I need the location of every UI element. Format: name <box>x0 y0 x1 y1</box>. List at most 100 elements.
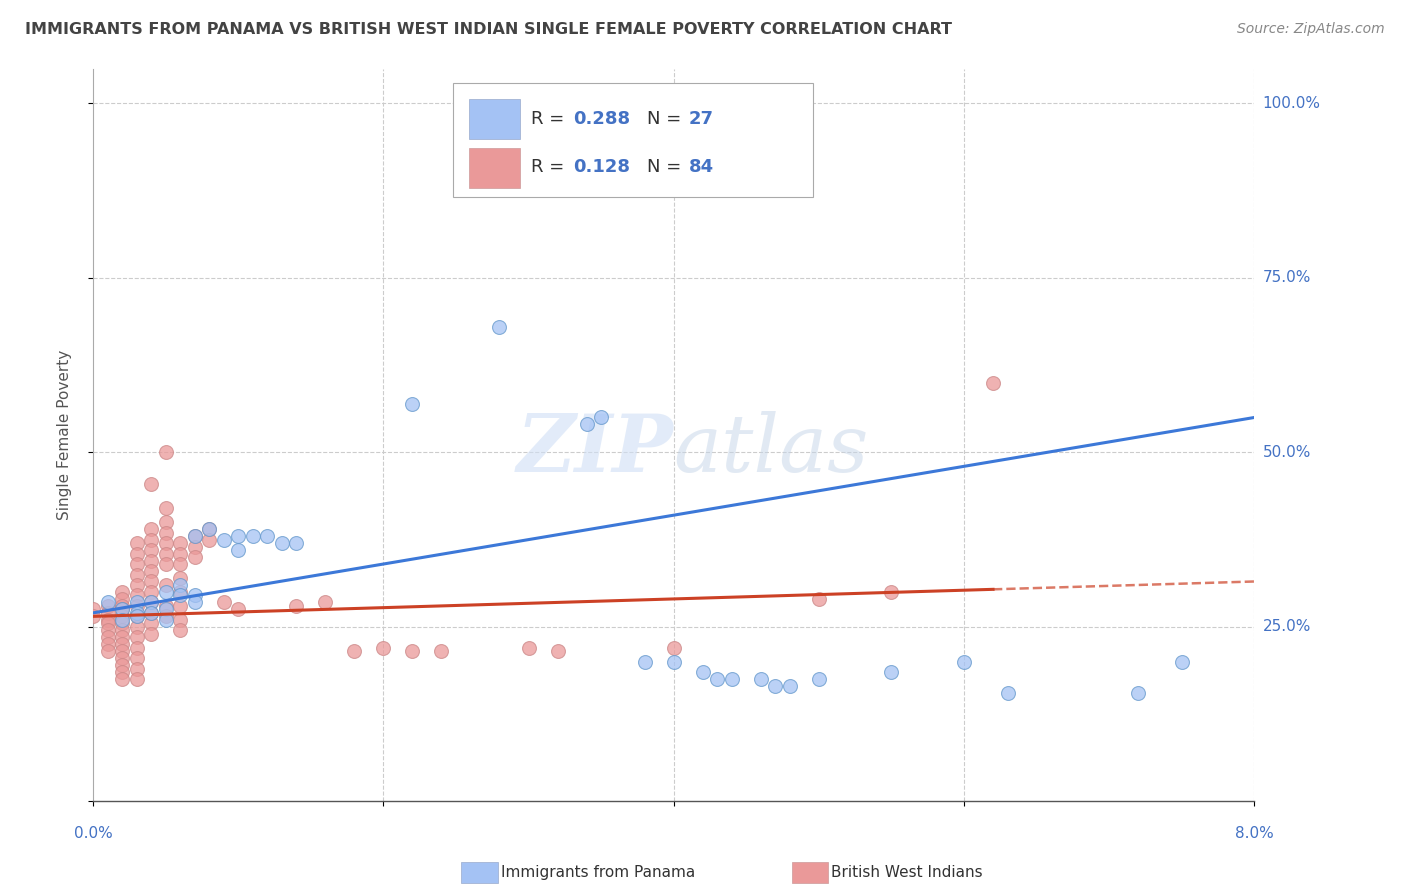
Text: 27: 27 <box>689 110 714 128</box>
Point <box>111 602 134 616</box>
Text: R =: R = <box>531 110 569 128</box>
Point <box>169 613 191 627</box>
Point <box>125 589 148 603</box>
Point <box>111 658 134 673</box>
Point <box>111 613 134 627</box>
Point <box>111 644 134 658</box>
Point <box>226 602 249 616</box>
Text: Source: ZipAtlas.com: Source: ZipAtlas.com <box>1237 22 1385 37</box>
Point <box>183 529 205 543</box>
Point <box>96 624 118 638</box>
Point <box>96 599 118 613</box>
Text: 0.0%: 0.0% <box>73 826 112 841</box>
Point <box>662 655 685 669</box>
Text: ZIP: ZIP <box>517 411 673 488</box>
Point <box>139 585 162 599</box>
Point <box>125 547 148 561</box>
Point <box>591 410 613 425</box>
Point <box>155 585 177 599</box>
Point <box>111 651 134 665</box>
Point <box>155 578 177 592</box>
Point <box>488 319 510 334</box>
Point <box>125 609 148 624</box>
FancyBboxPatch shape <box>470 99 520 139</box>
Point <box>212 595 235 609</box>
Point <box>749 672 772 686</box>
Point <box>111 616 134 631</box>
Point <box>285 599 308 613</box>
Text: IMMIGRANTS FROM PANAMA VS BRITISH WEST INDIAN SINGLE FEMALE POVERTY CORRELATION : IMMIGRANTS FROM PANAMA VS BRITISH WEST I… <box>25 22 952 37</box>
Point <box>139 616 162 631</box>
Point <box>343 644 366 658</box>
Point <box>125 662 148 676</box>
Point <box>401 644 423 658</box>
Point <box>198 533 221 547</box>
Point <box>125 557 148 571</box>
Point <box>169 557 191 571</box>
Text: 84: 84 <box>689 159 714 177</box>
Point <box>169 571 191 585</box>
Point <box>139 606 162 620</box>
Point <box>125 672 148 686</box>
Point <box>198 522 221 536</box>
Point <box>96 644 118 658</box>
Point <box>155 515 177 529</box>
Point <box>1128 686 1150 700</box>
Point <box>401 396 423 410</box>
Point <box>155 602 177 616</box>
Point <box>880 585 903 599</box>
Point <box>226 529 249 543</box>
Text: atlas: atlas <box>673 411 869 488</box>
Point <box>183 589 205 603</box>
Point <box>111 637 134 651</box>
Point <box>82 609 104 624</box>
Point <box>807 672 830 686</box>
FancyBboxPatch shape <box>453 83 813 197</box>
FancyBboxPatch shape <box>470 148 520 188</box>
Point <box>314 595 336 609</box>
Point <box>125 578 148 592</box>
Point <box>96 595 118 609</box>
Point <box>155 445 177 459</box>
Point <box>139 553 162 567</box>
Point <box>981 376 1004 390</box>
Point <box>111 665 134 680</box>
Point <box>1171 655 1194 669</box>
Point <box>226 543 249 558</box>
Text: R =: R = <box>531 159 569 177</box>
Point <box>285 536 308 550</box>
Point <box>125 595 148 609</box>
Point <box>155 547 177 561</box>
Point <box>155 501 177 516</box>
Point <box>169 624 191 638</box>
Point <box>111 609 134 624</box>
Point <box>111 599 134 613</box>
Point <box>720 672 742 686</box>
Point <box>125 609 148 624</box>
Point <box>155 557 177 571</box>
Point <box>111 630 134 644</box>
Point <box>96 637 118 651</box>
Point <box>634 655 657 669</box>
Point <box>169 578 191 592</box>
Point <box>779 679 801 693</box>
Text: 100.0%: 100.0% <box>1263 96 1320 111</box>
Point <box>111 602 134 616</box>
Text: Immigrants from Panama: Immigrants from Panama <box>501 865 695 880</box>
Text: British West Indians: British West Indians <box>831 865 983 880</box>
Point <box>125 567 148 582</box>
Point <box>139 606 162 620</box>
Point <box>82 602 104 616</box>
Point <box>212 533 235 547</box>
Point <box>155 609 177 624</box>
Point <box>183 595 205 609</box>
Point <box>139 574 162 589</box>
Point <box>111 672 134 686</box>
Text: 0.128: 0.128 <box>572 159 630 177</box>
Point <box>183 529 205 543</box>
Point <box>125 651 148 665</box>
Point <box>763 679 786 693</box>
Point <box>155 525 177 540</box>
Text: 8.0%: 8.0% <box>1234 826 1274 841</box>
Point <box>169 599 191 613</box>
